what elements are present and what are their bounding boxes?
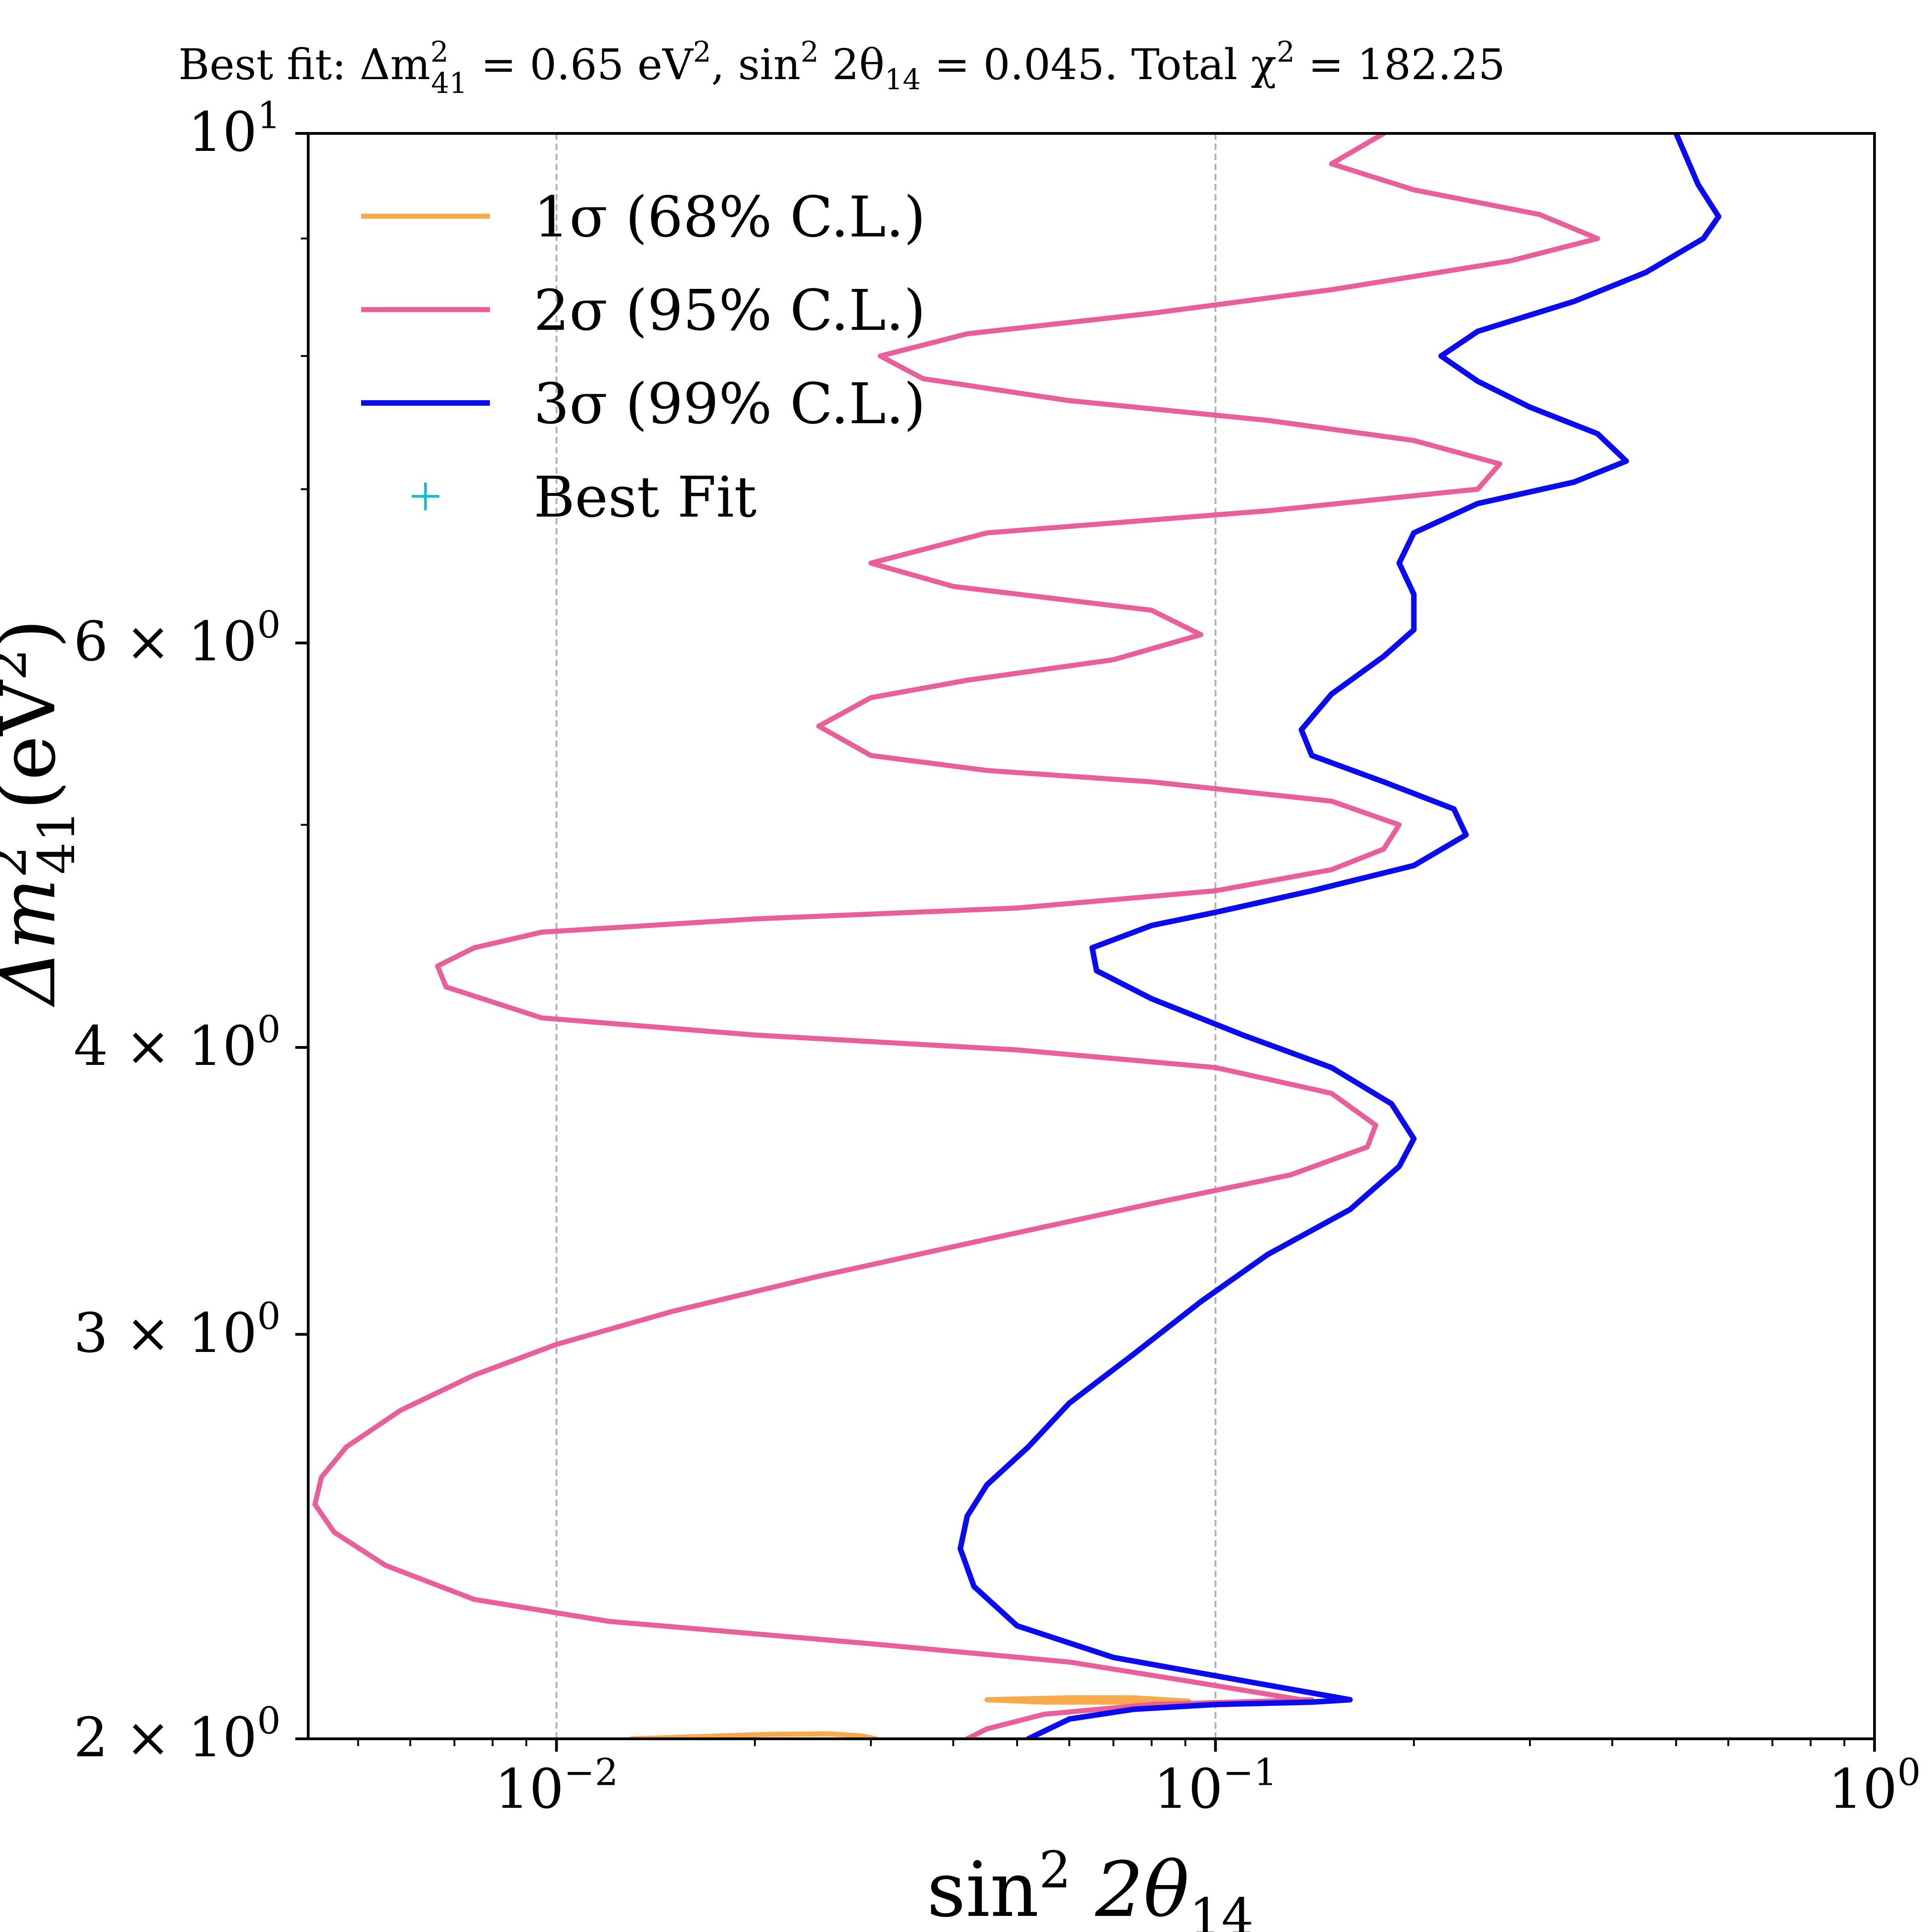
- x-tick-label: 10−2: [495, 1751, 618, 1821]
- axis-ticks: 10−2 10−1 100 2 × 100 3 × 100 4 × 100 6 × 100 1…: [74, 94, 1921, 1821]
- y-tick-label: 2 × 100: [74, 1699, 281, 1769]
- grid-lines: [555, 133, 1217, 1739]
- legend-label-1: 1σ (68% C.L.): [534, 184, 926, 250]
- x-axis-label: sin2 2θ14: [927, 1840, 1254, 1932]
- legend: 1σ (68% C.L.) 2σ (95% C.L.) 3σ (99% C.L.) B…: [361, 184, 926, 530]
- x-tick-label: 10−1: [1154, 1751, 1277, 1821]
- chart-title: Best fit: Δm2 41 = 0.65 eV2, sin2 2θ14 = …: [178, 35, 1505, 100]
- series-line-2: [312, 133, 1600, 1739]
- legend-label-3: 3σ (99% C.L.): [534, 371, 926, 437]
- y-tick-label: 4 × 100: [74, 1008, 281, 1078]
- legend-label-2: 2σ (95% C.L.): [534, 278, 926, 343]
- y-tick-label: 101: [188, 94, 281, 164]
- contour-curves: [312, 133, 1722, 1739]
- y-tick-label: 6 × 100: [74, 604, 281, 673]
- y-tick-label: 3 × 100: [74, 1295, 281, 1365]
- x-tick-label: 100: [1828, 1751, 1920, 1821]
- series-line-1: [984, 1695, 1191, 1705]
- plot-area-frame: [307, 132, 1876, 1740]
- series-line-1: [629, 1731, 879, 1739]
- legend-label-4: Best Fit: [534, 465, 757, 530]
- series-line-3: [957, 133, 1722, 1739]
